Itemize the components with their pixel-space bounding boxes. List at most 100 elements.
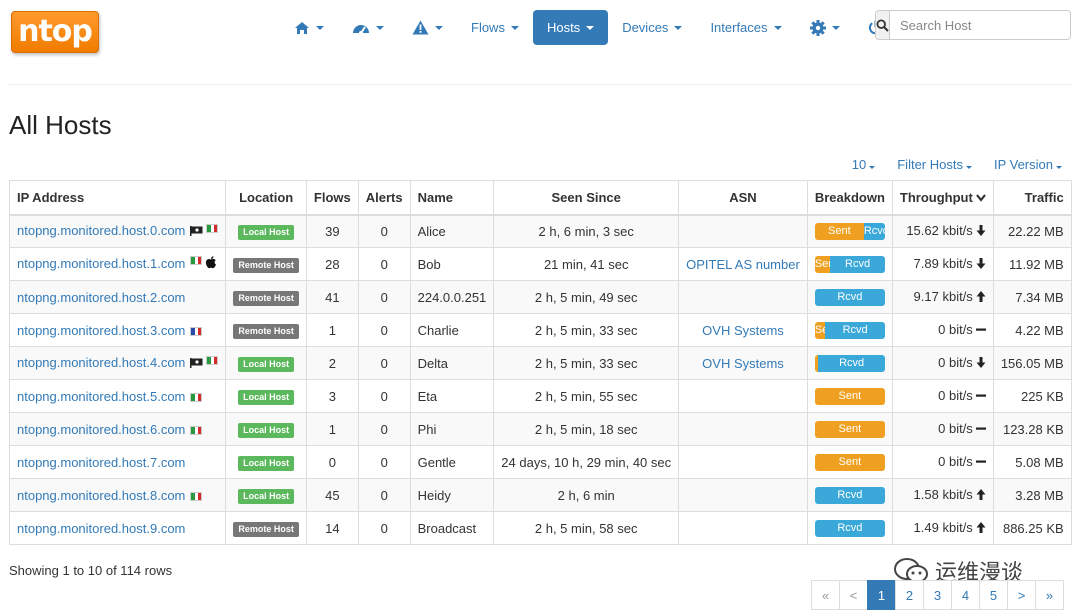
breakdown-cell: SentRcvd	[806, 214, 893, 248]
nav-flows[interactable]: Flows	[457, 10, 533, 45]
rcvd-segment: Rcvd	[825, 321, 885, 339]
asn-link[interactable]: OVH Systems	[702, 322, 784, 338]
pirate-icon	[190, 356, 203, 371]
navbar: ntop Flows Hosts Devices Interfaces	[0, 0, 1080, 60]
traffic-breakdown-bar: SerRcvd	[814, 255, 885, 273]
column-header-seen-since[interactable]: Seen Since	[493, 180, 680, 216]
seen-since-cell: 2 h, 5 min, 33 sec	[493, 346, 680, 380]
nav-home[interactable]	[280, 10, 338, 45]
host-link[interactable]: ntopng.monitored.host.8.com	[17, 487, 186, 503]
asn-link[interactable]: OPITEL AS number	[686, 256, 800, 272]
alerts-cell: 0	[357, 280, 411, 314]
traffic-breakdown-bar: Rcvd	[814, 519, 885, 537]
nav-interfaces-label: Interfaces	[710, 20, 768, 35]
location-badge: Local Host	[238, 422, 295, 438]
traffic-breakdown-bar: Rcvd	[814, 288, 885, 306]
column-header-name[interactable]: Name	[409, 180, 495, 216]
nav-interfaces[interactable]: Interfaces	[696, 10, 795, 45]
throughput-value: 0 bit/s	[938, 453, 973, 469]
column-header-location[interactable]: Location	[225, 180, 307, 216]
column-header-throughput[interactable]: Throughput	[891, 180, 994, 216]
page-prev-button[interactable]: <	[839, 580, 868, 610]
page-3-button[interactable]: 3	[923, 580, 952, 610]
traffic-cell: 4.22 MB	[992, 313, 1072, 347]
ntop-logo[interactable]: ntop	[11, 11, 99, 53]
column-header-traffic[interactable]: Traffic	[992, 180, 1072, 216]
throughput-cell: 1.49 kbit/s	[891, 511, 994, 545]
trend-up-icon	[976, 521, 986, 536]
nav-devices[interactable]: Devices	[608, 10, 696, 45]
alerts-cell: 0	[357, 379, 411, 413]
asn-link[interactable]: OVH Systems	[702, 355, 784, 371]
seen-since-cell: 2 h, 5 min, 33 sec	[493, 313, 680, 347]
host-link[interactable]: ntopng.monitored.host.6.com	[17, 421, 186, 437]
host-link[interactable]: ntopng.monitored.host.4.com	[17, 354, 186, 370]
alerts-cell: 0	[357, 346, 411, 380]
chevron-down-icon	[435, 25, 443, 30]
throughput-value: 0 bit/s	[938, 387, 973, 403]
location-badge: Remote Host	[233, 521, 299, 537]
column-header-asn[interactable]: ASN	[678, 180, 808, 216]
throughput-cell: 0 bit/s	[891, 379, 994, 413]
flows-cell: 14	[305, 511, 359, 545]
ip-version-label: IP Version	[993, 157, 1053, 172]
breakdown-cell: Se Rcvd	[806, 313, 893, 347]
asn-cell	[678, 214, 808, 248]
traffic-breakdown-bar: Se Rcvd	[814, 321, 885, 339]
host-link[interactable]: ntopng.monitored.host.5.com	[17, 388, 186, 404]
throughput-value: 7.89 kbit/s	[913, 255, 973, 271]
flows-cell: 3	[305, 379, 359, 413]
column-header-flows[interactable]: Flows	[305, 180, 359, 216]
search-button[interactable]	[876, 11, 890, 39]
column-header-breakdown[interactable]: Breakdown	[806, 180, 893, 216]
ip-version-dropdown[interactable]: IP Version	[994, 157, 1062, 172]
host-link[interactable]: ntopng.monitored.host.0.com	[17, 223, 186, 239]
filter-hosts-dropdown[interactable]: Filter Hosts	[897, 157, 972, 172]
nav-dashboard[interactable]	[338, 10, 398, 45]
sent-segment	[814, 354, 819, 372]
location-cell: Remote Host	[225, 313, 307, 347]
host-link[interactable]: ntopng.monitored.host.3.com	[17, 322, 186, 338]
host-link[interactable]: ntopng.monitored.host.9.com	[17, 520, 186, 536]
page-2-button[interactable]: 2	[895, 580, 924, 610]
location-badge: Local Host	[238, 356, 295, 372]
host-link[interactable]: ntopng.monitored.host.1.com	[17, 255, 186, 271]
traffic-cell: 123.28 KB	[992, 412, 1072, 446]
page-4-button[interactable]: 4	[951, 580, 980, 610]
per-page-dropdown[interactable]: 10	[852, 157, 876, 172]
nav-hosts[interactable]: Hosts	[532, 10, 609, 45]
traffic-cell: 7.34 MB	[992, 280, 1072, 314]
search-input[interactable]	[890, 11, 1070, 39]
rcvd-segment: Rcvd	[814, 486, 885, 504]
page-first-button[interactable]: «	[811, 580, 840, 610]
column-label: Seen Since	[551, 189, 621, 205]
seen-since-cell: 2 h, 5 min, 18 sec	[493, 412, 680, 446]
italy-flag-icon	[206, 224, 219, 234]
throughput-cell: 0 bit/s	[891, 412, 994, 446]
table-row: ntopng.monitored.host.0.com Local Host 39 0…	[8, 214, 1072, 248]
page-next-button[interactable]: >	[1007, 580, 1036, 610]
seen-since-cell: 2 h, 6 min	[493, 478, 680, 512]
breakdown-cell: Sent	[806, 412, 893, 446]
breakdown-cell: SerRcvd	[806, 247, 893, 281]
nav-alerts[interactable]	[398, 10, 457, 45]
nav-settings[interactable]	[796, 10, 854, 45]
page-last-button[interactable]: »	[1035, 580, 1064, 610]
column-header-alerts[interactable]: Alerts	[357, 180, 411, 216]
host-link[interactable]: ntopng.monitored.host.7.com	[17, 454, 186, 470]
location-badge: Local Host	[238, 488, 295, 504]
host-flags	[190, 326, 203, 336]
column-header-ip-address[interactable]: IP Address	[8, 180, 227, 216]
page-1-button[interactable]: 1	[867, 580, 896, 610]
column-label: IP Address	[17, 189, 85, 205]
flows-cell: 2	[305, 346, 359, 380]
chevron-down-icon	[773, 25, 782, 30]
sent-segment: Ser	[814, 255, 831, 273]
page-5-button[interactable]: 5	[979, 580, 1008, 610]
sent-segment: Sent	[814, 453, 885, 471]
host-link[interactable]: ntopng.monitored.host.2.com	[17, 289, 186, 305]
ip-address-cell: ntopng.monitored.host.0.com	[8, 214, 227, 248]
breakdown-cell: Rcvd	[806, 346, 893, 380]
flows-cell: 41	[305, 280, 359, 314]
table-row: ntopng.monitored.host.4.com Local Host 2 0 D…	[8, 346, 1072, 380]
